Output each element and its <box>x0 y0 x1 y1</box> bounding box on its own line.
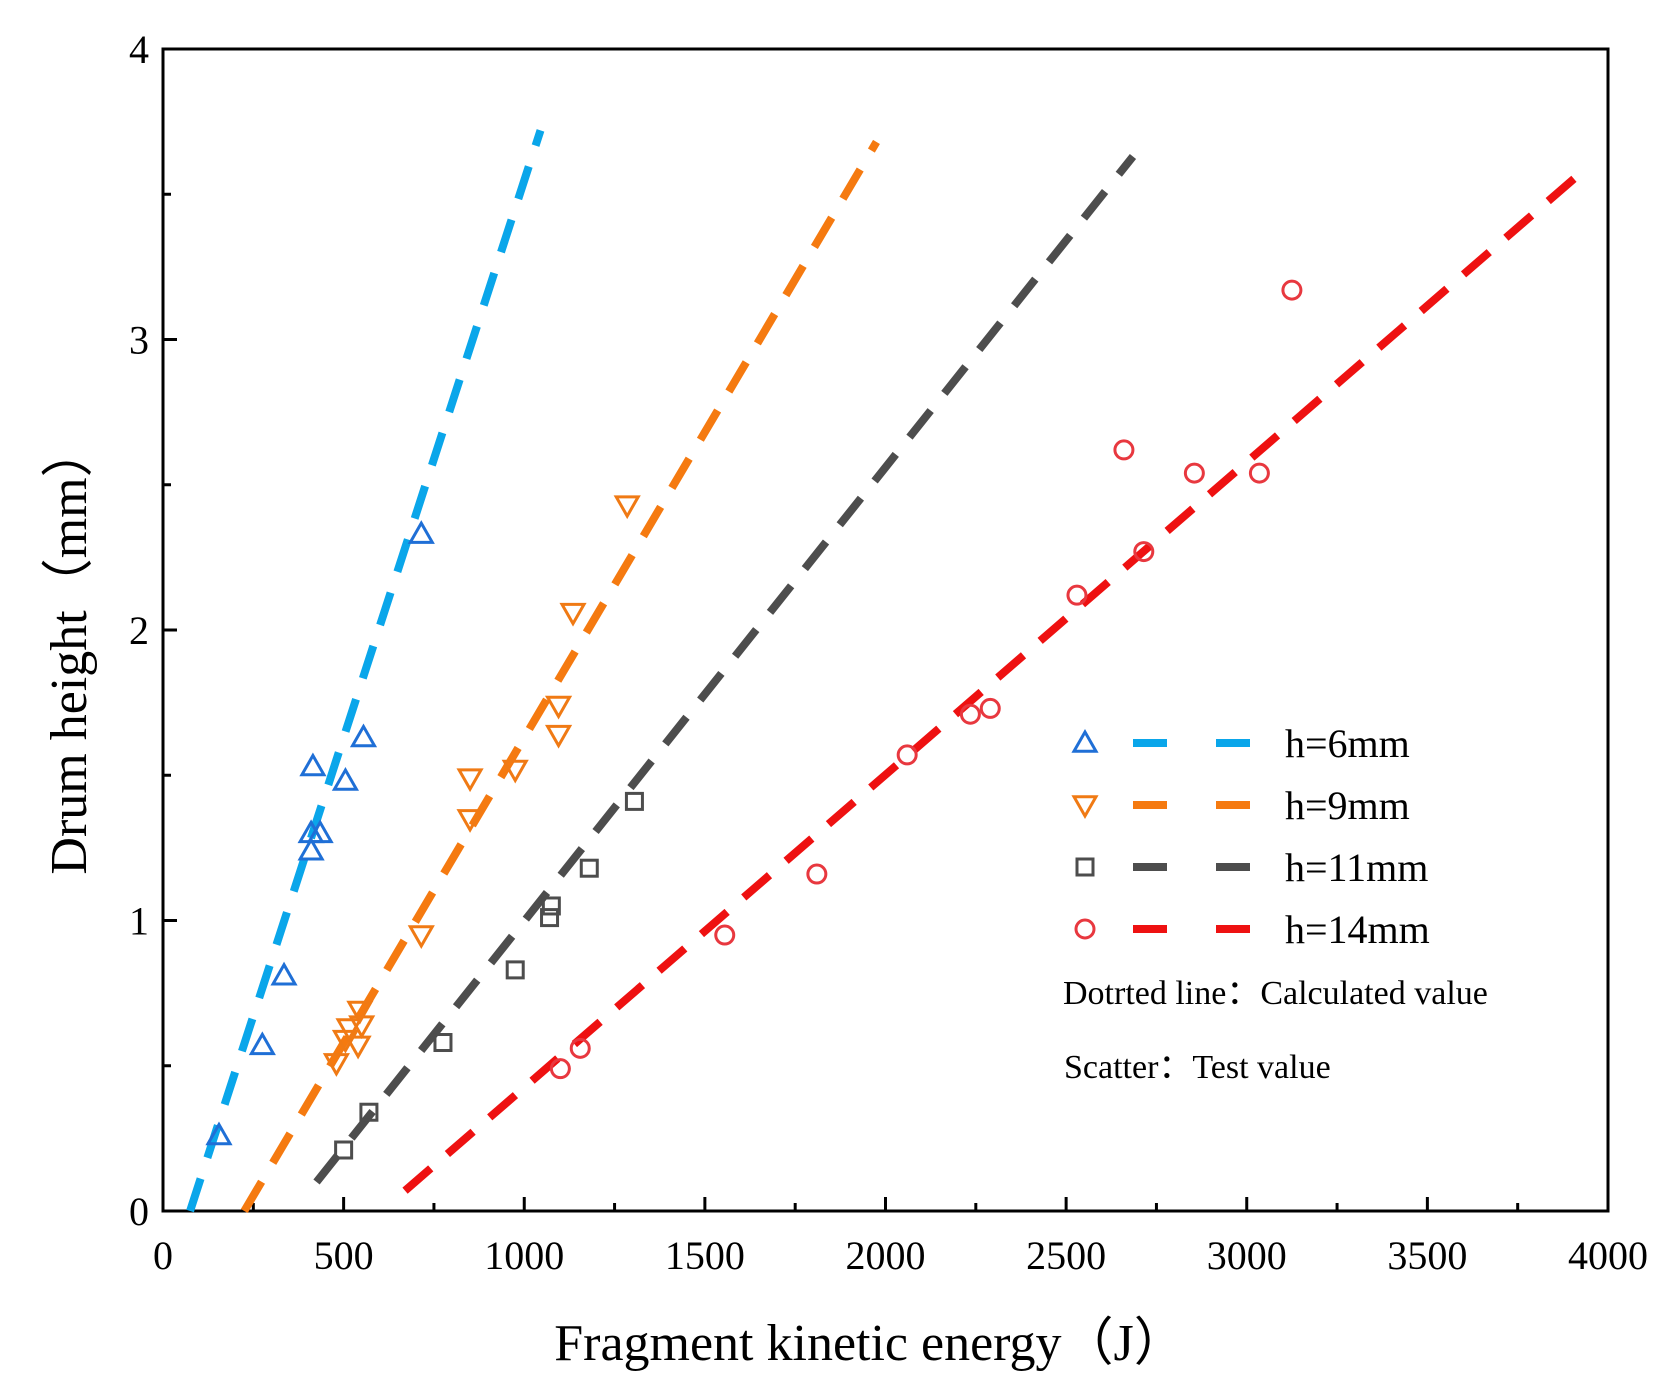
calculated-lines <box>186 129 1589 1214</box>
test-point-h-9mm <box>344 1035 372 1060</box>
x-tick-label: 0 <box>153 1233 173 1278</box>
test-point-h-9mm <box>613 495 641 520</box>
x-tick-label: 1500 <box>665 1233 745 1278</box>
test-point-h-11mm <box>334 1140 354 1160</box>
legend-label-h-11mm: h=11mm <box>1285 845 1428 890</box>
calculated-line-h-14mm <box>402 165 1589 1194</box>
legend-marker-h-14mm <box>1074 918 1096 940</box>
axis-ticks: 0 500 1000 1500 2000 2500 3000 3500 4000 0 1 2 3 4 <box>129 27 1648 1278</box>
test-point-h-14mm <box>1113 439 1135 461</box>
legend-marker-h-11mm <box>1075 857 1095 877</box>
test-point-h-14mm <box>979 697 1001 719</box>
test-point-h-14mm <box>806 863 828 885</box>
test-point-h-14mm <box>1066 584 1088 606</box>
test-point-h-11mm <box>359 1102 379 1122</box>
legend-label-h-6mm: h=6mm <box>1285 721 1410 766</box>
test-point-h-14mm <box>569 1037 591 1059</box>
test-point-h-6mm <box>306 819 334 844</box>
test-point-h-14mm <box>1183 462 1205 484</box>
test-point-h-6mm <box>407 520 435 544</box>
test-point-h-9mm <box>456 809 484 833</box>
test-point-h-9mm <box>559 602 587 627</box>
x-tick-label: 500 <box>314 1233 374 1278</box>
test-point-h-9mm <box>407 925 435 950</box>
y-tick-label: 2 <box>129 608 149 653</box>
y-tick-label: 0 <box>129 1189 149 1234</box>
legend-marker-h-6mm <box>1071 728 1099 753</box>
test-point-h-11mm <box>433 1033 453 1053</box>
y-tick-label: 3 <box>129 318 149 363</box>
test-point-h-6mm <box>248 1031 276 1056</box>
test-point-h-11mm <box>624 791 644 811</box>
test-point-h-9mm <box>348 1015 376 1040</box>
test-point-h-14mm <box>1133 541 1155 563</box>
test-point-h-6mm <box>297 836 325 861</box>
test-point-h-6mm <box>205 1121 233 1146</box>
test-point-h-11mm <box>541 896 561 916</box>
plot-area <box>161 47 1610 1213</box>
test-point-h-14mm <box>714 924 736 946</box>
test-points <box>205 279 1303 1160</box>
plot-frame <box>161 47 1610 1213</box>
y-tick-label: 1 <box>129 899 149 944</box>
test-point-h-9mm <box>335 1018 363 1043</box>
test-point-h-6mm <box>270 961 298 986</box>
x-tick-label: 1000 <box>484 1233 564 1278</box>
test-point-h-11mm <box>505 960 525 980</box>
legend-item-h-11mm: h=11mm <box>1075 845 1428 890</box>
test-point-h-14mm <box>549 1058 571 1080</box>
legend-label-h-9mm: h=9mm <box>1285 783 1410 828</box>
x-tick-label: 4000 <box>1568 1233 1648 1278</box>
legend-item-h-6mm: h=6mm <box>1071 721 1410 766</box>
test-point-h-9mm <box>322 1053 350 1077</box>
x-tick-label: 3500 <box>1387 1233 1467 1278</box>
test-point-h-9mm <box>501 759 529 784</box>
test-point-h-14mm <box>1281 279 1303 301</box>
test-point-h-14mm <box>959 703 981 725</box>
calculated-line-h-9mm <box>240 139 880 1214</box>
calculated-line-h-11mm <box>313 153 1137 1185</box>
test-point-h-9mm <box>544 724 573 749</box>
y-tick-label: 4 <box>129 27 149 72</box>
test-point-h-6mm <box>299 752 327 777</box>
x-tick-label: 2000 <box>846 1233 926 1278</box>
test-point-h-9mm <box>544 695 573 720</box>
test-point-h-6mm <box>349 723 378 748</box>
legend-label-h-14mm: h=14mm <box>1285 907 1430 952</box>
calculated-line-h-6mm <box>186 129 545 1213</box>
test-point-h-9mm <box>456 768 484 793</box>
legend-marker-h-9mm <box>1071 795 1099 820</box>
test-point-h-14mm <box>1248 462 1270 484</box>
legend-item-h-9mm: h=9mm <box>1071 783 1410 828</box>
test-point-h-14mm <box>896 744 918 766</box>
line-note: Dotrted line：Calculated value <box>1063 975 1488 1012</box>
x-axis-title: Fragment kinetic energy（J） <box>554 1315 1186 1372</box>
x-tick-label: 2500 <box>1026 1233 1106 1278</box>
test-point-h-11mm <box>540 908 560 928</box>
test-point-h-9mm <box>346 1000 374 1025</box>
legend: h=6mm h=9mm h=11mm h=14mm <box>1071 721 1430 952</box>
y-axis-title: Drum height（mm） <box>41 425 98 874</box>
legend-item-h-14mm: h=14mm <box>1074 907 1430 952</box>
scatter-note: Scatter：Test value <box>1064 1049 1331 1086</box>
test-point-h-6mm <box>331 767 360 791</box>
test-point-h-11mm <box>579 858 599 878</box>
x-tick-label: 3000 <box>1207 1233 1287 1278</box>
